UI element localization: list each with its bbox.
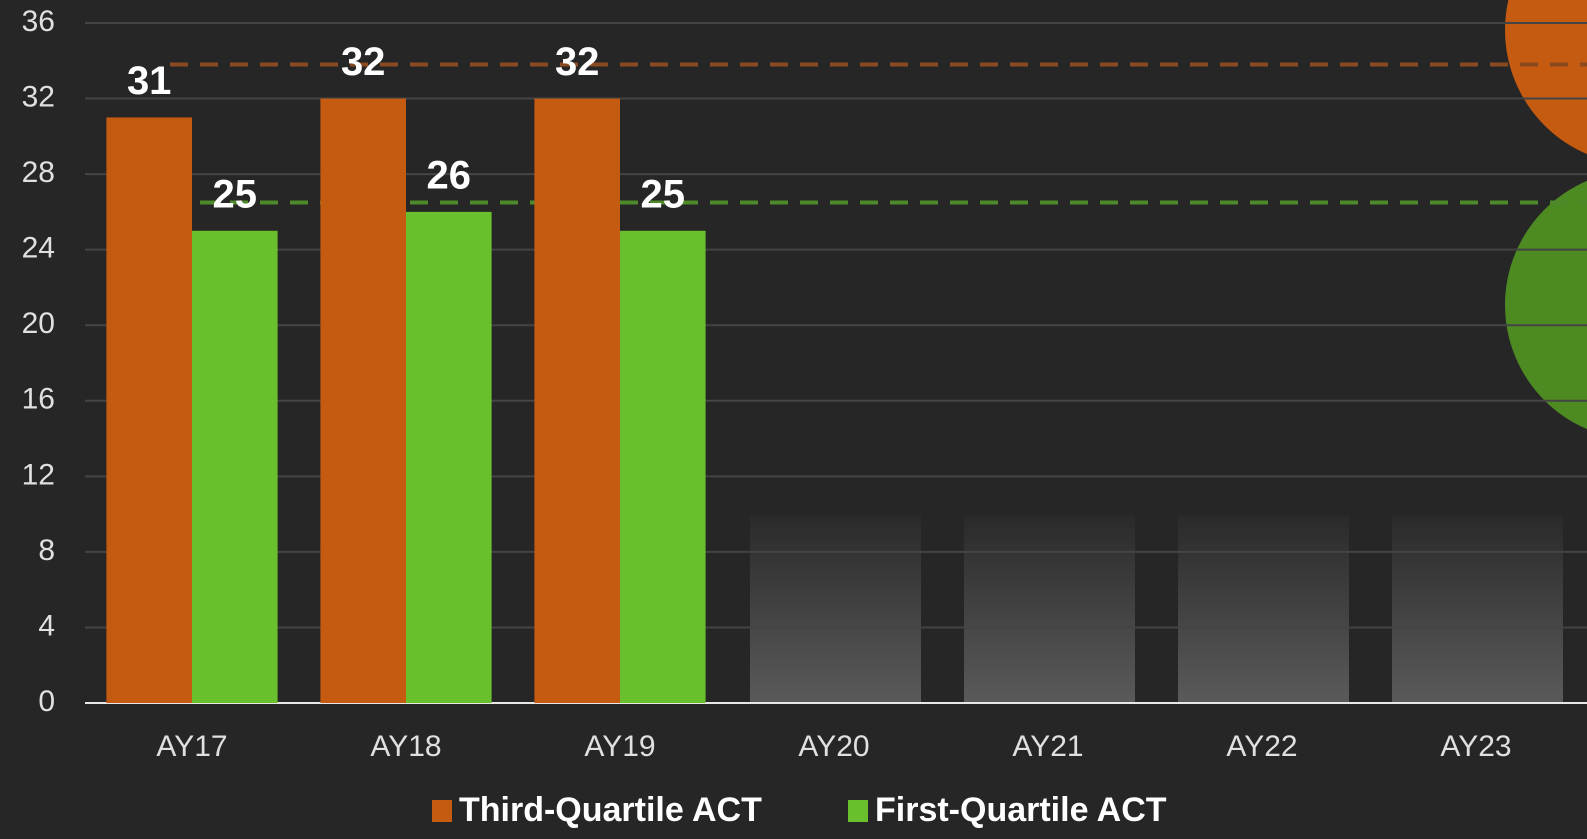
x-tick-label: AY21 <box>1012 730 1083 763</box>
bar <box>534 98 620 704</box>
placeholder-bars <box>750 515 1563 703</box>
data-label: 26 <box>427 153 472 197</box>
bar <box>320 98 406 704</box>
bar <box>406 211 492 703</box>
x-tick-label: AY17 <box>156 730 227 763</box>
placeholder-bar <box>1392 515 1563 703</box>
y-tick-label: 12 <box>22 458 55 491</box>
x-tick-label: AY23 <box>1440 730 1511 763</box>
placeholder-bar <box>750 515 921 703</box>
bar <box>620 230 706 703</box>
y-tick-label: 20 <box>22 307 55 340</box>
placeholder-bar <box>1178 515 1349 703</box>
data-label: 32 <box>341 40 386 84</box>
y-tick-label: 36 <box>22 5 55 38</box>
bar <box>106 117 192 703</box>
data-label: 25 <box>213 172 258 216</box>
y-tick-label: 16 <box>22 383 55 416</box>
y-tick-label: 4 <box>38 609 55 642</box>
data-label: 32 <box>555 40 600 84</box>
y-tick-label: 32 <box>22 80 55 113</box>
legend-label: First-Quartile ACT <box>875 791 1167 829</box>
x-tick-label: AY20 <box>798 730 869 763</box>
y-tick-label: 28 <box>22 156 55 189</box>
y-tick-label: 8 <box>38 534 55 567</box>
decor-circle <box>1505 0 1587 155</box>
data-label: 25 <box>641 172 686 216</box>
data-label: 31 <box>127 59 172 103</box>
legend-swatch <box>432 800 452 822</box>
placeholder-bar <box>964 515 1135 703</box>
y-tick-label: 24 <box>22 232 55 265</box>
legend-swatch <box>848 800 868 822</box>
bar <box>192 230 278 703</box>
x-tick-label: AY18 <box>370 730 441 763</box>
x-tick-label: AY22 <box>1226 730 1297 763</box>
x-tick-label: AY19 <box>584 730 655 763</box>
decor-circle <box>1505 180 1587 430</box>
y-tick-label: 0 <box>38 685 55 718</box>
legend-label: Third-Quartile ACT <box>459 791 762 829</box>
